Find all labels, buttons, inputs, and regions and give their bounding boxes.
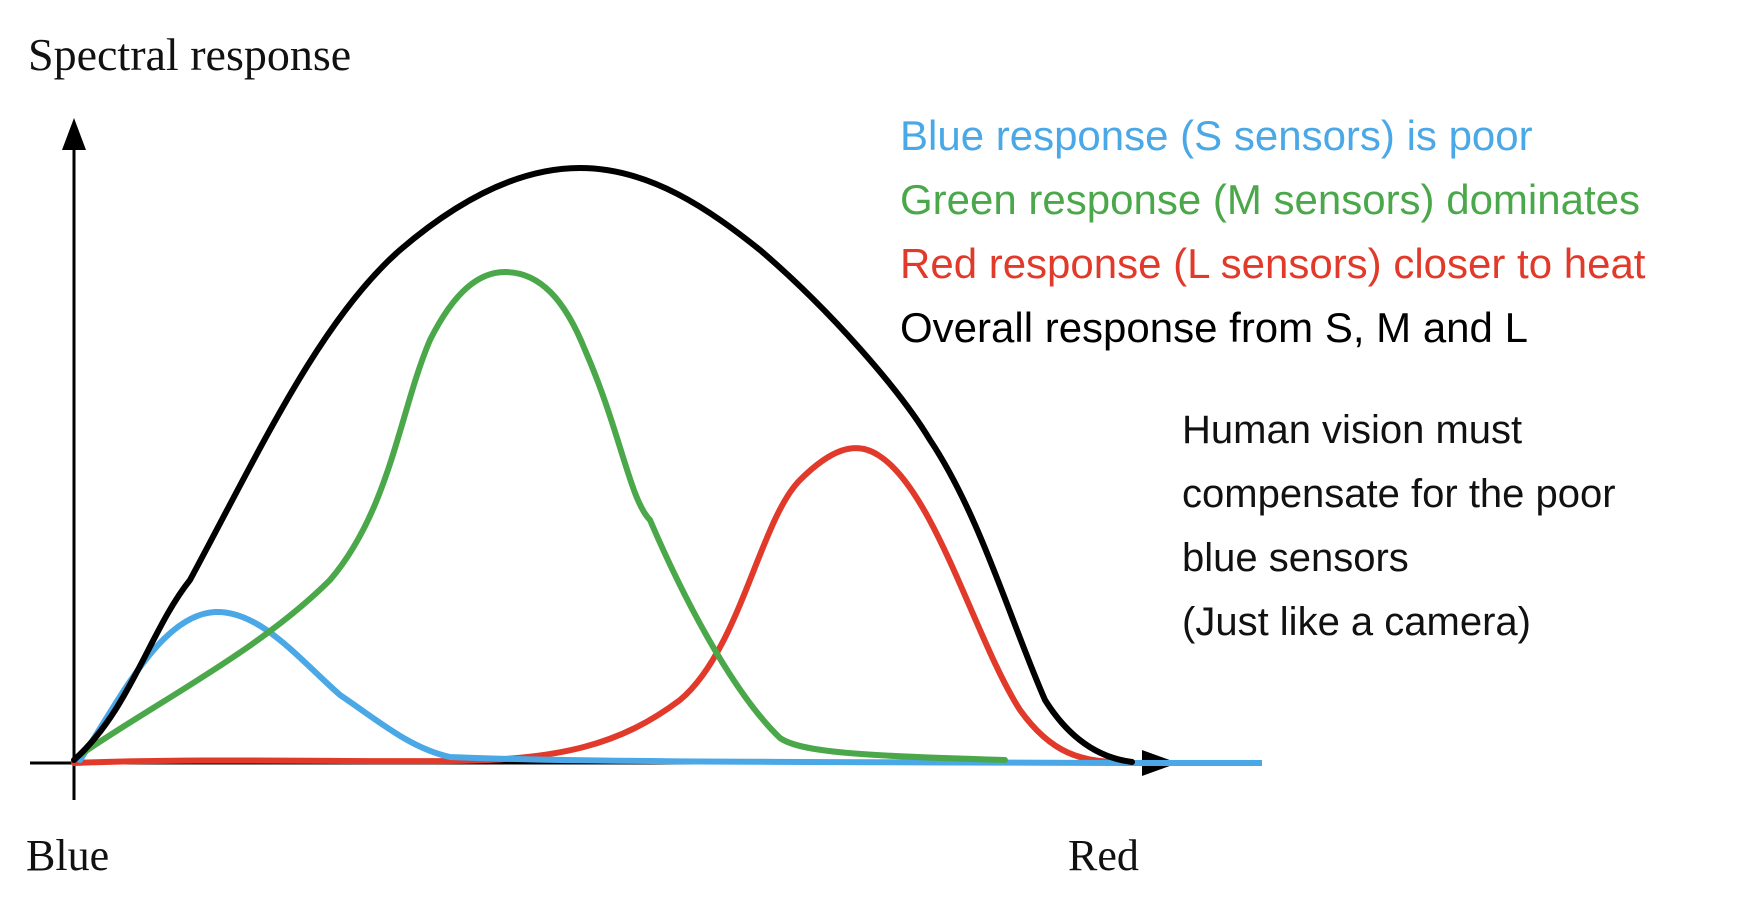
legend-entry-red: Red response (L sensors) closer to heat — [900, 240, 1646, 287]
note-line: Human vision must — [1182, 408, 1523, 452]
green-response-curve — [77, 268, 1008, 763]
annotation-note: Human vision must compensate for the poo… — [1182, 398, 1616, 654]
blue-response-curve — [77, 608, 1138, 766]
overall-response-curve — [71, 164, 1135, 765]
legend-entry-green: Green response (M sensors) dominates — [900, 176, 1640, 223]
x-axis-label-blue: Blue — [26, 831, 110, 880]
y-axis-title: Spectral response — [28, 29, 352, 80]
legend-entry-overall: Overall response from S, M and L — [900, 304, 1528, 351]
red-response-curve — [71, 445, 1135, 766]
x-axis-label-red: Red — [1068, 831, 1139, 880]
legend-entry-blue: Blue response (S sensors) is poor — [900, 112, 1533, 159]
y-axis-arrow-icon — [62, 118, 86, 150]
legend: Blue response (S sensors) is poor Green … — [900, 104, 1645, 360]
note-line: (Just like a camera) — [1182, 600, 1531, 644]
note-line: compensate for the poor — [1182, 472, 1616, 516]
note-line: blue sensors — [1182, 536, 1409, 580]
